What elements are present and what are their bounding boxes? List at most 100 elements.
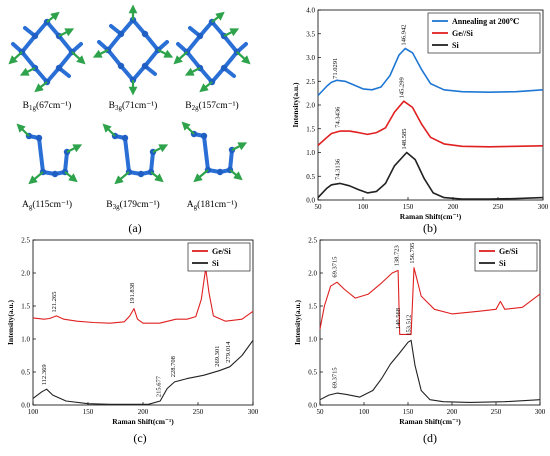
x-tick-label-b-1: 100 <box>358 203 369 211</box>
vibration-arrow-icon <box>157 49 174 58</box>
x-tick-label-c-4: 300 <box>248 408 259 416</box>
x-tick-label-c-0: 100 <box>28 408 39 416</box>
y-tick-label-b-8: 4.0 <box>306 7 315 15</box>
x-tick-label-c-2: 200 <box>138 408 149 416</box>
peak-label-b-0: 71.0291 <box>332 58 339 79</box>
atom-icon <box>200 132 208 140</box>
vibration-arrow-icon <box>46 11 60 23</box>
y-tick-label-b-0: 0.0 <box>306 197 315 205</box>
vibration-arrow-icon <box>64 171 78 183</box>
x-tick-label-d-4: 250 <box>491 408 502 416</box>
mode-label-5: Ag(181cm⁻¹) <box>187 199 237 211</box>
vibration-arrow-icon <box>223 28 240 37</box>
vibration-arrow-icon <box>102 123 116 137</box>
y-tick-label-d-3: 1.5 <box>308 303 317 311</box>
peak-label-b-3: 145.299 <box>399 77 406 98</box>
vibration-arrow-icon <box>66 144 83 153</box>
y-axis-label-d: Intensity(a.u.) <box>293 300 302 346</box>
chart-panel-d: 50 100 150 200 250 300 0.0 0.5 1.0 1.5 2.0 2.5 Raman… <box>293 237 546 446</box>
series-line-b-1 <box>317 100 544 148</box>
atom-icon <box>51 170 59 178</box>
peak-label-c-1: 191.838 <box>129 283 136 304</box>
y-tick-label-c-3: 1.5 <box>21 303 30 311</box>
vibration-arrow-icon <box>193 169 209 183</box>
atom-icon <box>141 30 149 38</box>
panel-a-mode-illustrations <box>8 4 251 185</box>
vibration-arrow-icon <box>114 171 130 185</box>
y-tick-label-c-2: 1.0 <box>21 336 30 344</box>
panel-caption-b: (b) <box>423 221 437 235</box>
panel-a-caption: (a) <box>128 221 141 235</box>
peak-label-d-1: 138.723 <box>393 245 400 266</box>
y-tick-label-b-6: 3.0 <box>306 54 315 62</box>
peak-label-c-7: 279.014 <box>225 341 232 363</box>
y-axis-label-c: Intensity(a.u.) <box>6 300 15 346</box>
peak-label-c-5: 228.708 <box>170 356 177 377</box>
chart-panel-c: 100 150 200 250 300 0.0 0.5 1.0 1.5 2.0 2.5 Raman S… <box>6 237 259 446</box>
series-line-c-1 <box>32 339 254 405</box>
x-tick-label-b-3: 200 <box>448 203 459 211</box>
series-line-b-0 <box>317 47 544 97</box>
y-tick-label-b-1: 0.5 <box>306 173 315 181</box>
atom-icon <box>216 168 224 176</box>
panel-caption-d: (d) <box>423 431 437 445</box>
peak-label-b-2: 74.3436 <box>335 106 342 128</box>
vibration-arrow-icon <box>34 81 48 93</box>
vibration-arrow-icon <box>199 81 213 93</box>
series-line-d-1 <box>319 339 541 403</box>
series-line-d-0 <box>319 267 541 335</box>
atom-icon <box>121 134 129 142</box>
atom-icon <box>31 32 39 40</box>
peak-label-b-5: 148.585 <box>401 129 408 150</box>
legend-label-c-0: Ge/Si <box>212 247 231 256</box>
x-axis-label-b: Raman Shift(cm⁻¹) <box>400 212 462 221</box>
chain-structure-5 <box>181 121 248 183</box>
atom-icon <box>35 134 43 142</box>
vibration-arrow-icon <box>229 169 243 181</box>
peak-label-d-4: 153.512 <box>406 315 413 336</box>
peak-label-c-4: 215.677 <box>156 375 163 397</box>
y-tick-label-c-0: 0.0 <box>21 402 30 410</box>
vibration-arrow-icon <box>16 123 30 137</box>
x-tick-label-b-0: 50 <box>315 203 323 211</box>
vibration-arrow-icon <box>184 67 201 76</box>
x-tick-label-d-0: 50 <box>317 408 325 416</box>
vibration-arrow-icon <box>71 51 86 65</box>
atom-icon <box>141 62 149 70</box>
vibration-arrow-icon <box>152 144 169 153</box>
y-tick-label-d-2: 1.0 <box>308 336 317 344</box>
vibration-arrow-icon <box>231 142 248 151</box>
vibration-arrow-icon <box>19 67 36 76</box>
vibration-arrow-icon <box>211 11 225 23</box>
x-tick-label-b-5: 300 <box>538 203 549 211</box>
x-tick-label-d-1: 100 <box>359 408 370 416</box>
vibration-arrow-icon <box>236 51 251 65</box>
y-tick-label-c-4: 2.0 <box>21 270 30 278</box>
y-tick-label-c-5: 2.5 <box>21 237 30 245</box>
chain-structure-4 <box>102 123 169 185</box>
peak-label-b-1: 146.942 <box>400 25 407 46</box>
panel-caption-c: (c) <box>133 431 146 445</box>
y-tick-label-d-5: 2.5 <box>308 237 317 245</box>
y-tick-label-d-1: 0.5 <box>308 369 317 377</box>
y-tick-label-b-5: 2.5 <box>306 78 315 86</box>
vibration-arrow-icon <box>58 28 75 37</box>
x-axis-label-c: Raman Shift(cm⁻¹) <box>112 417 174 426</box>
vibration-arrow-icon <box>173 51 188 65</box>
chain-structure-3 <box>16 123 83 185</box>
legend-label-b-1: Ge//Si <box>452 29 474 38</box>
y-tick-label-b-3: 1.5 <box>306 125 315 133</box>
vibration-arrow-icon <box>28 171 44 185</box>
mode-label-3: Ag(115cm⁻¹) <box>22 199 72 211</box>
mode-label-4: B3g(179cm⁻¹) <box>106 199 159 211</box>
legend-label-d-1: Si <box>499 259 506 268</box>
vibration-arrow-icon <box>150 171 164 183</box>
atom-icon <box>196 32 204 40</box>
chart-panel-b: 50 100 150 200 250 300 0.0 0.5 1.0 1.5 2.0 2.5 3.0 3.… <box>291 7 549 236</box>
atom-icon <box>117 30 125 38</box>
x-tick-label-b-4: 250 <box>493 203 504 211</box>
x-tick-label-c-1: 150 <box>83 408 94 416</box>
vibration-arrow-icon <box>181 121 195 135</box>
legend-label-b-2: Si <box>452 41 459 50</box>
